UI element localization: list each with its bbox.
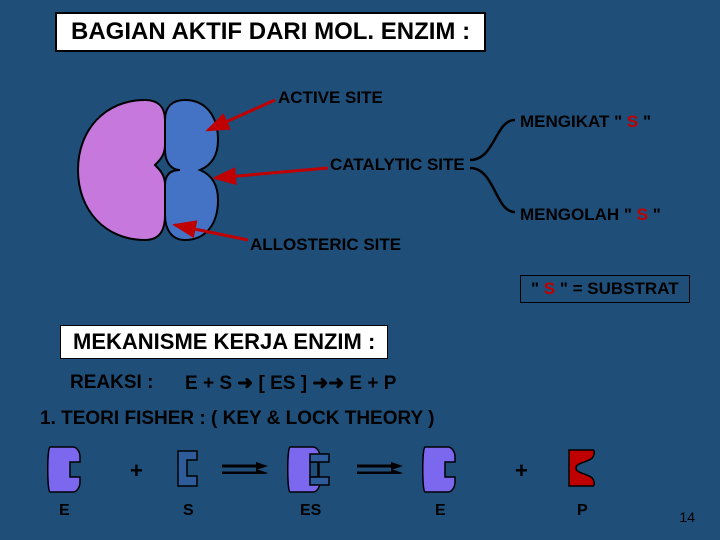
title-box: BAGIAN AKTIF DARI MOL. ENZIM : bbox=[55, 12, 486, 52]
mini-es bbox=[285, 442, 340, 497]
mengolah-label: MENGOLAH " S " bbox=[520, 205, 661, 225]
mechanism-heading-box: MEKANISME KERJA ENZIM : bbox=[60, 325, 388, 359]
enzyme-purple-lobe bbox=[78, 100, 165, 240]
active-site-label: ACTIVE SITE bbox=[278, 88, 383, 108]
arrow-2 bbox=[355, 462, 405, 474]
mechanism-heading: MEKANISME KERJA ENZIM : bbox=[73, 329, 375, 354]
plus-1: + bbox=[130, 458, 143, 484]
theory-line: 1. TEORI FISHER : ( KEY & LOCK THEORY ) bbox=[40, 408, 434, 430]
title-text: BAGIAN AKTIF DARI MOL. ENZIM : bbox=[71, 18, 470, 45]
key-lock-diagram: + + E S ES E P bbox=[45, 440, 655, 530]
plus-2: + bbox=[515, 458, 528, 484]
substrate-note: " S " = SUBSTRAT bbox=[520, 275, 690, 303]
arrow-1 bbox=[220, 462, 270, 474]
allosteric-site-label: ALLOSTERIC SITE bbox=[250, 235, 401, 255]
mini-enzyme-e1 bbox=[45, 442, 87, 497]
enzyme-diagram bbox=[70, 95, 225, 245]
enzyme-blue-lobe bbox=[165, 100, 218, 240]
catalytic-site-label: CATALYTIC SITE bbox=[330, 155, 465, 175]
label-e1: E bbox=[59, 502, 70, 520]
label-e2: E bbox=[435, 502, 446, 520]
reaksi-equation: E + S ➜ [ ES ] ➜➜ E + P bbox=[185, 372, 396, 395]
mengikat-label: MENGIKAT " S " bbox=[520, 112, 651, 132]
mini-substrate bbox=[175, 448, 203, 490]
reaksi-label: REAKSI : bbox=[70, 372, 153, 394]
mini-enzyme-e2 bbox=[420, 442, 462, 497]
label-es: ES bbox=[300, 502, 321, 520]
label-s: S bbox=[183, 502, 194, 520]
label-p: P bbox=[577, 502, 588, 520]
page-number: 14 bbox=[679, 509, 695, 525]
mini-product bbox=[565, 446, 599, 490]
